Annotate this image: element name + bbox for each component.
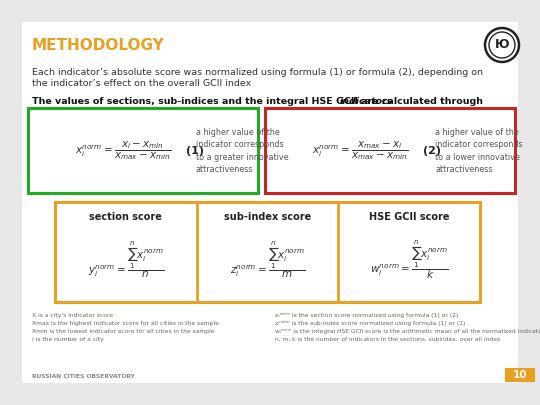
Text: $x_i^{norm} = \dfrac{x_i - x_{min}}{x_{max} - x_{min}}$: $x_i^{norm} = \dfrac{x_i - x_{min}}{x_{m… (75, 140, 171, 162)
Text: zᵢⁿᵒʳᵐ is the sub-index score normalized using formula (1) or (2): zᵢⁿᵒʳᵐ is the sub-index score normalized… (275, 321, 465, 326)
Text: (1): (1) (186, 146, 204, 156)
Text: $z_i^{norm} = \dfrac{\sum_{1}^{n} x_i^{norm}}{m}$: $z_i^{norm} = \dfrac{\sum_{1}^{n} x_i^{n… (230, 239, 305, 281)
Text: (2): (2) (423, 146, 441, 156)
Text: $x_i^{norm} = \dfrac{x_{max} - x_i}{x_{max} - x_{min}}$: $x_i^{norm} = \dfrac{x_{max} - x_i}{x_{m… (312, 140, 408, 162)
Text: Xmin is the lowest indicator score for all cities in the sample: Xmin is the lowest indicator score for a… (32, 329, 214, 334)
Text: X is a city’s indicator score: X is a city’s indicator score (32, 313, 113, 318)
Text: the indicator’s effect on the overall GCII index: the indicator’s effect on the overall GC… (32, 79, 251, 88)
Text: a higher value of the
indicator corresponds
to a greater innovative
attractivene: a higher value of the indicator correspo… (196, 128, 288, 174)
Text: Ю: Ю (495, 38, 509, 51)
Text: n, m, k is the number of indicators in the sections, subindex, over all index: n, m, k is the number of indicators in t… (275, 337, 501, 342)
Circle shape (489, 32, 515, 58)
Bar (22, 22, 518, 383)
Circle shape (485, 28, 519, 62)
Text: sub-index score: sub-index score (224, 212, 311, 222)
Text: 10: 10 (513, 370, 527, 380)
Text: wᵢⁿᵒʳᵐ is the integral HSE GCII score is the arithmetic mean of all the normaliz: wᵢⁿᵒʳᵐ is the integral HSE GCII score is… (275, 329, 540, 334)
Bar (265, 108, 515, 193)
Text: RUSSIAN CITIES OBSERVATORY: RUSSIAN CITIES OBSERVATORY (32, 374, 135, 379)
Text: xᵢⁿᵒʳᵐ is the section score normalized using formula (1) or (2): xᵢⁿᵒʳᵐ is the section score normalized u… (275, 313, 458, 318)
Text: $w_i^{norm} = \dfrac{\sum_{1}^{n} x_i^{norm}}{k}$: $w_i^{norm} = \dfrac{\sum_{1}^{n} x_i^{n… (370, 239, 449, 281)
Text: a higher value of the
indicator corresponds
to a lower innovative
attractiveness: a higher value of the indicator correspo… (435, 128, 523, 174)
Bar (505, 368, 535, 382)
Text: Xmax is the highest indicator score for all cities in the sample: Xmax is the highest indicator score for … (32, 321, 219, 326)
Text: METHODOLOGY: METHODOLOGY (32, 38, 165, 53)
Text: $y_i^{norm} = \dfrac{\sum_{1}^{n} x_i^{norm}}{n}$: $y_i^{norm} = \dfrac{\sum_{1}^{n} x_i^{n… (87, 239, 164, 281)
Bar (55, 202, 480, 302)
Text: Each indicator’s absolute score was normalized using formula (1) or formula (2),: Each indicator’s absolute score was norm… (32, 68, 483, 77)
Text: HSE GCII score: HSE GCII score (369, 212, 449, 222)
Text: i is the number of a city: i is the number of a city (32, 337, 104, 342)
Text: section score: section score (90, 212, 163, 222)
Text: indicators: indicators (340, 97, 393, 106)
Bar (28, 108, 258, 193)
Text: The values of sections, sub-indices and the integral HSE GCII are calculated thr: The values of sections, sub-indices and … (32, 97, 486, 106)
